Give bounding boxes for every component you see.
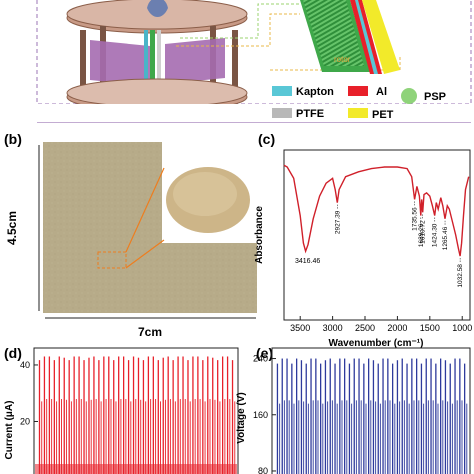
panel-b-label: (b) — [4, 131, 22, 147]
y-tick-label: 20 — [20, 416, 30, 426]
current-pulses — [35, 356, 237, 474]
width-label: 7cm — [138, 325, 162, 339]
panel-b: PTFE PET (b) 4.5cm 7cm — [0, 104, 474, 339]
ftir-x-tick-label: 1500 — [420, 323, 440, 333]
ftir-y-axis-label: Absorbance — [254, 206, 265, 264]
pulse-noise-band — [35, 464, 237, 474]
ftir-peak-label: 1265.46 — [442, 226, 449, 250]
current-plot-frame — [33, 347, 239, 474]
ftir-x-tick-label: 3500 — [290, 323, 310, 333]
current-y-ticks: 02040 — [20, 360, 38, 474]
panel-e-label: (e) — [256, 345, 273, 361]
ftir-x-tick-label: 2500 — [355, 323, 375, 333]
legend-swatch-al — [348, 86, 368, 96]
ftir-peak-label: 1639.26 — [418, 223, 425, 247]
ftir-peak-label: 2927.39 — [334, 210, 341, 234]
panel-c-label: (c) — [258, 131, 275, 147]
ftir-x-tick-label: 3000 — [323, 323, 343, 333]
panel-d: (d) Current (μA) 02040 — [4, 345, 239, 474]
tribo-device-illustration — [66, 0, 248, 112]
voltage-pulses — [276, 358, 468, 474]
rotor-layers-illustration — [300, 0, 400, 74]
panel-e: (e) Voltage (V) 80 160 240 — [236, 345, 471, 474]
y-tick-label: 240 — [253, 354, 268, 364]
ftir-plot-frame — [283, 149, 471, 321]
legend-label-pet: PET — [372, 109, 394, 121]
ftir-peak-label: 1424.30 — [432, 223, 439, 247]
legend-swatch-psp — [401, 88, 417, 104]
y-tick-label: 160 — [253, 410, 268, 420]
ftir-peak-label: 1735.56 — [412, 207, 419, 231]
ftir-x-tick-label: 1000 — [452, 323, 472, 333]
legend-swatch-ptfe — [272, 108, 292, 118]
legend-swatch-kapton — [272, 86, 292, 96]
height-label: 4.5cm — [5, 211, 19, 245]
voltage-plot-frame — [271, 347, 471, 474]
legend-swatch-pet — [348, 108, 368, 118]
panel-a-border — [36, 0, 472, 105]
ftir-peak-label: 1610.72 — [420, 220, 427, 244]
panel-d-label: (d) — [4, 345, 22, 361]
ftir-x-ticks: 3500 3000 2500 2000 1500 1000 — [290, 316, 472, 333]
ftir-x-tick-label: 2000 — [387, 323, 407, 333]
magnify-line-upper — [125, 167, 165, 253]
legend-label-al: Al — [376, 86, 387, 98]
panel-c: (c) Absorbance 3500 3000 2500 2000 1500 1000 … — [254, 131, 472, 349]
ftir-spectrum-line — [283, 164, 470, 257]
ftir-peak-label: 1032.58 — [457, 264, 464, 288]
ftir-x-axis-label: Wavenumber (cm⁻¹) — [329, 338, 424, 349]
y-tick-label: 80 — [258, 466, 268, 474]
legend-label-psp: PSP — [424, 91, 446, 103]
voltage-y-axis-label: Voltage (V) — [236, 392, 247, 443]
legend-label-kapton: Kapton — [296, 86, 334, 98]
legend-label-ptfe: PTFE — [296, 108, 324, 120]
current-y-axis-label: Current (μA) — [4, 401, 15, 460]
panel-a: rotor Kapton Al PSP — [36, 0, 472, 112]
materials-legend: Kapton Al PSP — [272, 86, 446, 104]
magnify-region — [97, 251, 127, 269]
rotor-label: rotor — [334, 55, 351, 64]
y-tick-label: 40 — [20, 360, 30, 370]
ftir-peak-label: 3416.46 — [295, 258, 320, 265]
voltage-y-ticks: 80 160 240 — [253, 354, 276, 474]
magnify-line-lower — [125, 239, 165, 269]
